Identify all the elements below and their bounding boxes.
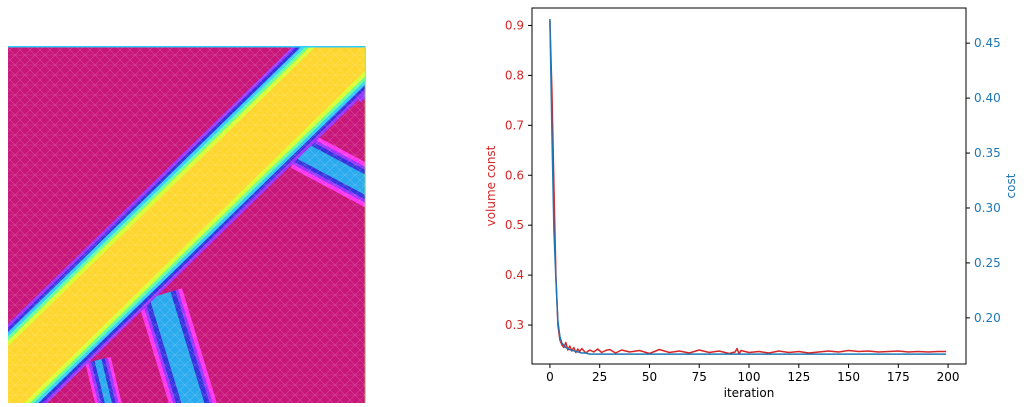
x-tick-label: 125 (787, 370, 810, 384)
x-tick-label: 50 (642, 370, 657, 384)
y-left-tick-label: 0.7 (505, 118, 524, 132)
convergence-chart: 0 25 50 75 100 125 150 175 200 0.30.40.50.60.70.… (484, 7, 1018, 400)
x-tick-label: 200 (937, 370, 960, 384)
y-right-tick-label: 0.25 (974, 256, 1001, 270)
y-left-tick-label: 0.9 (505, 18, 524, 32)
y-axis-right: 0.20 0.25 0.30 0.35 0.40 0.45 (966, 36, 1001, 325)
y-left-axis-label: volume const (484, 145, 498, 226)
y-left-tick-label: 0.3 (505, 318, 524, 332)
topology-image (8, 46, 366, 406)
volume-const-line (549, 20, 947, 355)
y-axis-left: 0.3 0.4 0.5 0.6 0.7 0.8 0.9 (505, 18, 532, 332)
chart-panel: 0 25 50 75 100 125 150 175 200 0.3 0.4 0.5 0.6 0.7 0.… (470, 0, 1026, 403)
y-right-tick-label: 0.20 (974, 311, 1001, 325)
y-right-tick-label: 0.30 (974, 201, 1001, 215)
x-axis: 0 25 50 75 100 125 150 175 200 (546, 364, 960, 384)
topology-panel (0, 0, 372, 406)
y-right-axis-label: cost (1004, 173, 1018, 198)
y-left-tick-label: 0.4 (505, 268, 524, 282)
x-axis-label: iteration (724, 386, 775, 400)
y-left-tick-label: 0.5 (505, 218, 524, 232)
x-tick-label: 25 (592, 370, 607, 384)
cost-line (549, 18, 947, 355)
y-left-tick-label: 0.6 (505, 168, 524, 182)
x-tick-label: 150 (837, 370, 860, 384)
x-tick-label: 100 (738, 370, 761, 384)
y-left-tick-label: 0.8 (505, 68, 524, 82)
y-right-tick-label: 0.40 (974, 91, 1001, 105)
x-tick-label: 75 (692, 370, 707, 384)
series-layer (549, 18, 947, 355)
y-right-tick-label: 0.35 (974, 146, 1001, 160)
y-right-tick-label: 0.45 (974, 36, 1001, 50)
plot-frame (531, 7, 967, 365)
x-tick-label: 0 (546, 370, 554, 384)
x-tick-label: 175 (887, 370, 910, 384)
